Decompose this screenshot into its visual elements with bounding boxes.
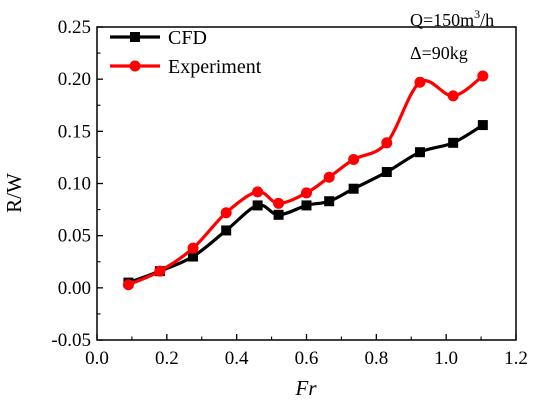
- legend-label: CFD: [168, 27, 207, 49]
- x-tick-label: 1.0: [434, 348, 458, 369]
- flow-rate-suffix: /h: [480, 10, 494, 30]
- series-line: [127, 74, 484, 287]
- data-point: [447, 90, 459, 102]
- data-point: [381, 137, 393, 149]
- plot-series: [122, 70, 489, 291]
- axes: 0.0 0.2 0.4 0.6 0.8 1.0 1.2 -0.05 0.00 0.05 0.10 0.…: [51, 17, 527, 369]
- legend: CFD Experiment: [110, 27, 262, 78]
- y-tick-label: -0.05: [51, 330, 91, 351]
- x-tick-label: 0.8: [364, 348, 388, 369]
- data-point: [348, 183, 359, 194]
- data-point: [477, 120, 488, 131]
- flow-rate-annotation: Q=150m3/h: [410, 7, 494, 30]
- legend-label: Experiment: [168, 56, 262, 78]
- y-tick-label: 0.00: [58, 278, 91, 299]
- data-point: [252, 186, 264, 198]
- data-point: [154, 265, 166, 277]
- legend-swatch-marker: [129, 60, 141, 72]
- data-point: [221, 225, 232, 236]
- flow-rate-superscript: 3: [474, 7, 480, 21]
- data-point: [188, 251, 199, 262]
- data-point: [273, 197, 285, 209]
- y-tick-label: 0.25: [58, 17, 91, 38]
- legend-swatch-marker: [130, 32, 140, 42]
- data-point: [273, 209, 284, 220]
- x-tick-label: 1.2: [504, 348, 528, 369]
- x-axis-title: Fr: [295, 376, 318, 400]
- data-point: [381, 167, 392, 178]
- data-point: [122, 279, 134, 291]
- data-point: [323, 171, 335, 183]
- y-axis-title: R/W: [2, 173, 26, 213]
- data-point: [348, 154, 360, 166]
- x-tick-label: 0.6: [295, 348, 319, 369]
- y-tick-label: 0.20: [58, 69, 91, 90]
- data-point: [252, 200, 263, 211]
- x-tick-label: 0.2: [155, 348, 179, 369]
- data-point: [324, 196, 335, 207]
- displacement-annotation: Δ=90kg: [410, 43, 468, 63]
- data-point: [301, 200, 312, 211]
- data-point: [414, 76, 426, 88]
- data-point: [187, 242, 199, 254]
- y-tick-label: 0.10: [58, 174, 91, 195]
- series-experiment: [122, 70, 489, 291]
- data-point: [220, 207, 232, 219]
- y-tick-label: 0.05: [58, 226, 91, 247]
- series-cfd: [123, 120, 488, 288]
- data-point: [448, 137, 459, 148]
- data-point: [414, 147, 425, 158]
- x-tick-label: 0.4: [225, 348, 249, 369]
- data-point: [301, 187, 312, 199]
- data-point: [477, 70, 489, 82]
- flow-rate-prefix: Q=150m: [410, 10, 474, 30]
- plot-frame: [96, 26, 517, 341]
- y-tick-label: 0.15: [58, 121, 91, 142]
- x-tick-label: 0.0: [85, 348, 109, 369]
